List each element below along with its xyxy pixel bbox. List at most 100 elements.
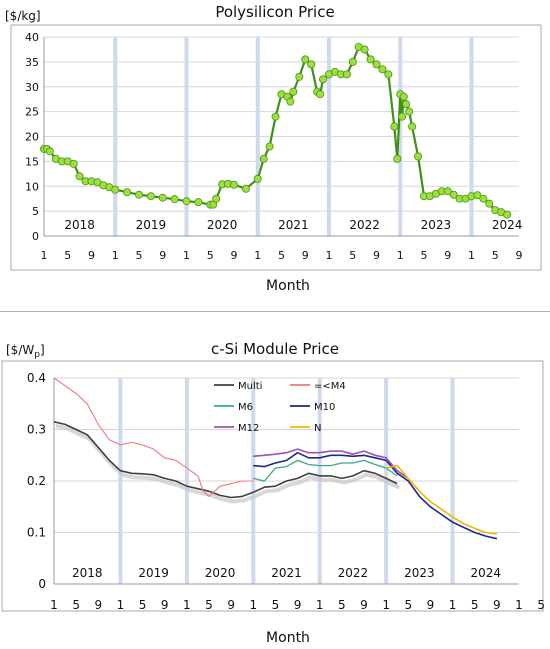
data-point — [348, 57, 357, 66]
x-tick-label: 5 — [72, 598, 80, 612]
year-boundary-band — [113, 37, 118, 236]
data-point — [45, 147, 54, 156]
y-tick-label: 25 — [25, 106, 39, 119]
data-point — [212, 194, 221, 203]
year-label: 2018 — [64, 218, 95, 232]
chart-title: c-Si Module Price — [211, 340, 339, 358]
x-tick-label: 5 — [338, 598, 346, 612]
year-label: 2022 — [349, 218, 380, 232]
data-point — [473, 191, 482, 200]
y-tick-label: 0 — [38, 577, 46, 591]
x-tick-label: 5 — [64, 249, 71, 262]
year-boundary-band — [450, 378, 455, 584]
x-tick-label: 1 — [468, 249, 475, 262]
y-tick-label: 35 — [25, 56, 39, 69]
data-point — [229, 180, 238, 189]
x-tick-label: 5 — [421, 249, 428, 262]
year-label: 2019 — [136, 218, 167, 232]
x-tick-label: 1 — [254, 249, 261, 262]
legend-label: N — [314, 423, 321, 434]
data-point — [316, 90, 325, 99]
data-point — [342, 70, 351, 79]
data-point — [295, 72, 304, 81]
y-axis-unit-subscript: p — [34, 350, 40, 360]
x-tick-label: 9 — [516, 249, 523, 262]
x-tick-label: 5 — [278, 249, 285, 262]
data-point — [479, 194, 488, 203]
x-tick-label: 1 — [382, 598, 390, 612]
chart-frame — [10, 24, 542, 271]
data-point — [408, 122, 417, 131]
y-tick-label: 0 — [32, 230, 39, 243]
series-line-n — [385, 464, 498, 535]
x-tick-label: 1 — [249, 598, 257, 612]
x-axis-label: Month — [266, 278, 310, 294]
data-point — [69, 159, 78, 168]
x-tick-label: 9 — [94, 598, 102, 612]
x-tick-label: 5 — [272, 598, 280, 612]
data-point — [319, 75, 328, 84]
series-line-m10 — [253, 451, 498, 540]
year-boundary-band — [184, 378, 189, 584]
data-point — [123, 188, 132, 197]
legend-label: M12 — [238, 423, 259, 434]
x-tick-label: 5 — [205, 598, 213, 612]
x-tick-label: 9 — [231, 249, 238, 262]
data-point — [384, 70, 393, 79]
y-axis-unit-bracket: ] — [40, 343, 45, 357]
year-boundary-band — [255, 37, 260, 236]
x-tick-label: 5 — [404, 598, 412, 612]
x-tick-label: 1 — [41, 249, 48, 262]
polysilicon-price-chart: Polysilicon Price[$/kg]05101520253035402… — [5, 3, 542, 294]
data-point — [301, 55, 310, 64]
data-point — [182, 197, 191, 206]
y-tick-label: 0.1 — [27, 526, 46, 540]
data-point — [146, 192, 155, 201]
year-boundary-band — [398, 37, 403, 236]
y-tick-label: 0.2 — [27, 474, 46, 488]
year-boundary-band — [469, 37, 474, 236]
chart-title: Polysilicon Price — [215, 3, 334, 21]
series-shadow — [55, 423, 401, 504]
x-tick-label: 9 — [161, 598, 169, 612]
year-label: 2019 — [138, 566, 169, 580]
x-tick-label: 9 — [360, 598, 368, 612]
y-tick-label: 40 — [25, 31, 39, 44]
y-axis-unit-main: [$/W — [6, 343, 34, 357]
y-tick-label: 0.3 — [27, 423, 46, 437]
series-line-m4 — [53, 377, 254, 497]
x-tick-label: 5 — [349, 249, 356, 262]
year-label: 2024 — [492, 218, 523, 232]
data-point — [414, 152, 423, 161]
series-line-multi — [53, 421, 398, 499]
y-tick-label: 10 — [25, 180, 39, 193]
data-point — [390, 122, 399, 131]
year-label: 2021 — [278, 218, 309, 232]
year-boundary-band — [184, 37, 189, 236]
data-point — [170, 195, 179, 204]
legend-label: M10 — [314, 402, 335, 413]
year-label: 2023 — [404, 566, 435, 580]
x-tick-label: 1 — [112, 249, 119, 262]
y-tick-label: 30 — [25, 81, 39, 94]
year-boundary-band — [118, 378, 123, 584]
x-tick-label: 9 — [294, 598, 302, 612]
y-tick-label: 15 — [25, 155, 39, 168]
x-tick-label: 1 — [117, 598, 125, 612]
x-tick-label: 5 — [492, 249, 499, 262]
data-point — [443, 187, 452, 196]
x-tick-label: 9 — [227, 598, 235, 612]
data-point — [503, 210, 512, 219]
data-point — [241, 184, 250, 193]
x-tick-label: 5 — [139, 598, 147, 612]
data-point — [393, 154, 402, 163]
legend-label: Multi — [238, 381, 262, 392]
data-point — [399, 92, 408, 101]
x-tick-label: 9 — [444, 249, 451, 262]
x-tick-label: 1 — [515, 598, 523, 612]
x-tick-label: 5 — [136, 249, 143, 262]
data-point — [378, 65, 387, 74]
year-label: 2020 — [207, 218, 238, 232]
x-axis-label: Month — [266, 630, 310, 646]
data-point — [366, 55, 375, 64]
